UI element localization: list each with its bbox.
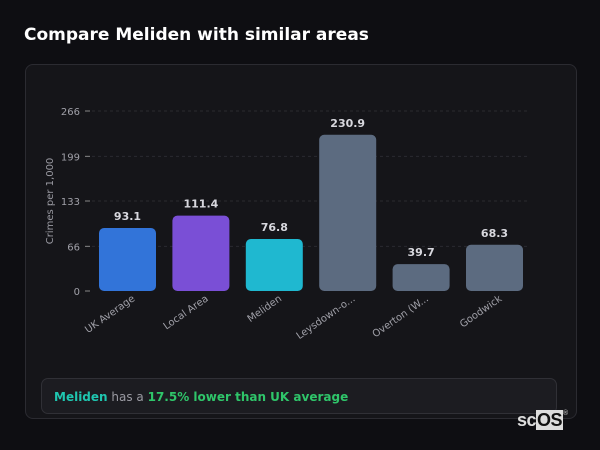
bar-1 [172, 215, 230, 291]
x-tick-label: Goodwick [458, 293, 504, 330]
x-tick-label: Meliden [246, 293, 284, 324]
y-axis-label: Crimes per 1,000 [45, 158, 56, 245]
y-tick-label: 0 [74, 287, 80, 298]
y-tick-label: 66 [67, 242, 80, 253]
bar-2 [245, 239, 303, 291]
data-label: 230.9 [330, 117, 365, 130]
scos-logo: scOS® [517, 410, 568, 430]
y-tick-label: 266 [61, 107, 80, 118]
bar-0 [99, 228, 156, 291]
summary-comparison: 17.5% lower than UK average [147, 390, 349, 404]
data-label: 93.1 [114, 210, 141, 223]
comparison-summary: Meliden has a 17.5% lower than UK averag… [41, 378, 557, 414]
page-title: Compare Meliden with similar areas [24, 25, 369, 45]
data-label: 111.4 [184, 198, 219, 211]
data-label: 76.8 [261, 221, 288, 234]
x-tick-label: Leysdown-o... [295, 293, 358, 342]
x-tick-label: Overton (W... [371, 293, 431, 340]
bar-3 [319, 134, 377, 291]
data-label: 68.3 [481, 227, 508, 240]
x-tick-label: UK Average [83, 293, 137, 335]
summary-area: Meliden [54, 390, 108, 404]
data-label: 39.7 [408, 246, 435, 259]
y-tick-label: 199 [61, 152, 80, 163]
bar-5 [466, 244, 523, 291]
bar-4 [392, 264, 450, 291]
summary-text: has a [107, 390, 148, 404]
y-tick-label: 133 [61, 197, 80, 208]
x-tick-label: Local Area [162, 293, 211, 332]
